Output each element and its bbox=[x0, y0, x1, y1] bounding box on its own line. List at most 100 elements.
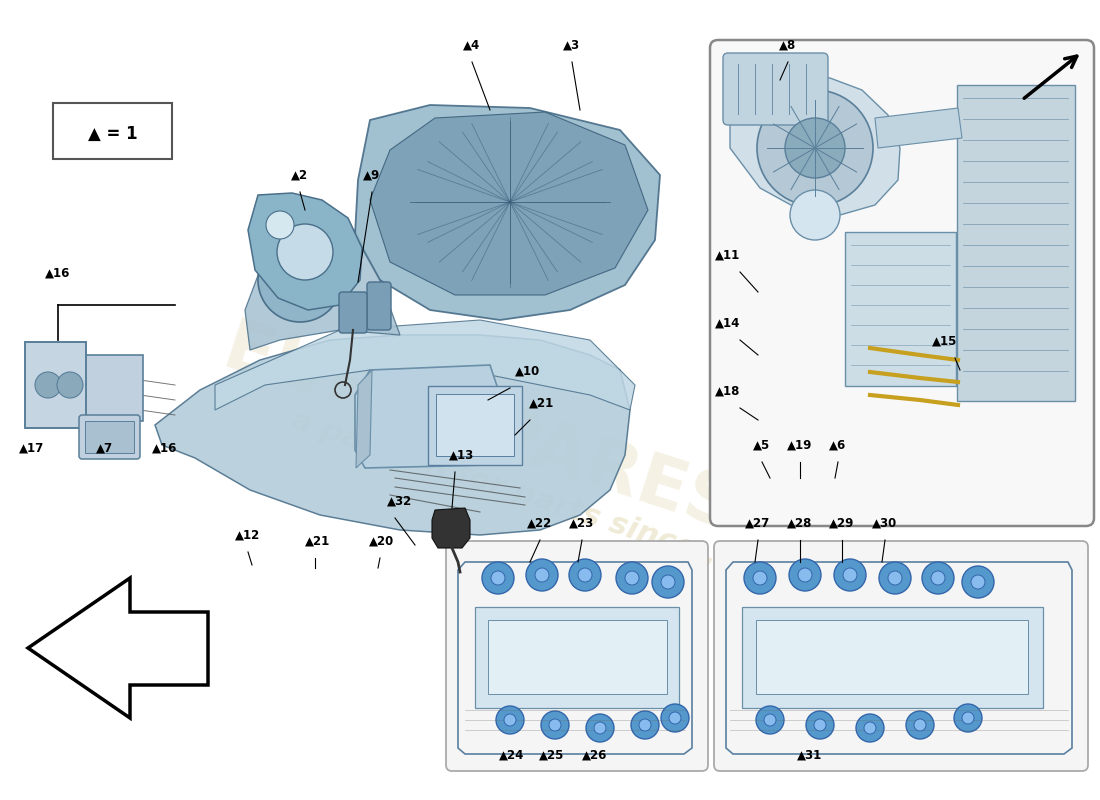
Polygon shape bbox=[28, 578, 208, 718]
Circle shape bbox=[482, 562, 514, 594]
Circle shape bbox=[119, 439, 131, 451]
Circle shape bbox=[569, 559, 601, 591]
Text: ▲24: ▲24 bbox=[499, 749, 525, 762]
Circle shape bbox=[277, 224, 333, 280]
Circle shape bbox=[954, 704, 982, 732]
FancyBboxPatch shape bbox=[714, 541, 1088, 771]
Text: EUROSPARES: EUROSPARES bbox=[214, 314, 746, 546]
Text: ▲17: ▲17 bbox=[20, 442, 45, 455]
Text: ▲20: ▲20 bbox=[370, 535, 395, 548]
Circle shape bbox=[549, 719, 561, 731]
Circle shape bbox=[266, 211, 294, 239]
Circle shape bbox=[914, 719, 926, 731]
FancyBboxPatch shape bbox=[53, 103, 172, 159]
Circle shape bbox=[764, 714, 776, 726]
FancyBboxPatch shape bbox=[488, 620, 667, 694]
Text: ▲3: ▲3 bbox=[563, 39, 581, 52]
Text: ▲2: ▲2 bbox=[292, 169, 309, 182]
Circle shape bbox=[578, 568, 592, 582]
Circle shape bbox=[843, 568, 857, 582]
Text: ▲9: ▲9 bbox=[363, 169, 381, 182]
Circle shape bbox=[616, 562, 648, 594]
Polygon shape bbox=[245, 230, 400, 350]
Circle shape bbox=[744, 562, 775, 594]
FancyBboxPatch shape bbox=[428, 386, 522, 465]
Text: ▲18: ▲18 bbox=[715, 385, 740, 398]
Circle shape bbox=[785, 118, 845, 178]
Text: ▲25: ▲25 bbox=[539, 749, 564, 762]
Text: ▲32: ▲32 bbox=[387, 495, 412, 508]
Circle shape bbox=[669, 712, 681, 724]
Circle shape bbox=[971, 575, 984, 589]
Polygon shape bbox=[214, 320, 635, 410]
Circle shape bbox=[504, 714, 516, 726]
Circle shape bbox=[931, 571, 945, 585]
Circle shape bbox=[661, 704, 689, 732]
Circle shape bbox=[586, 714, 614, 742]
Circle shape bbox=[594, 722, 606, 734]
Text: ▲15: ▲15 bbox=[933, 335, 958, 348]
Circle shape bbox=[496, 706, 524, 734]
FancyBboxPatch shape bbox=[845, 232, 956, 386]
Text: ▲13: ▲13 bbox=[450, 449, 474, 462]
Text: ▲21: ▲21 bbox=[306, 535, 331, 548]
Polygon shape bbox=[730, 75, 900, 215]
Text: ▲27: ▲27 bbox=[746, 517, 771, 530]
Text: ▲30: ▲30 bbox=[872, 517, 898, 530]
FancyBboxPatch shape bbox=[79, 415, 140, 459]
Polygon shape bbox=[355, 365, 500, 468]
Circle shape bbox=[922, 562, 954, 594]
Text: ▲31: ▲31 bbox=[798, 749, 823, 762]
Circle shape bbox=[856, 714, 884, 742]
Text: ▲28: ▲28 bbox=[788, 517, 813, 530]
Circle shape bbox=[789, 559, 821, 591]
Circle shape bbox=[962, 712, 974, 724]
Circle shape bbox=[625, 571, 639, 585]
Text: ▲5: ▲5 bbox=[754, 439, 771, 452]
Text: ▲14: ▲14 bbox=[715, 317, 740, 330]
FancyBboxPatch shape bbox=[710, 40, 1094, 526]
Circle shape bbox=[57, 372, 82, 398]
Polygon shape bbox=[874, 108, 962, 148]
Circle shape bbox=[86, 422, 98, 434]
Circle shape bbox=[535, 568, 549, 582]
Text: ▲16: ▲16 bbox=[152, 442, 178, 455]
Circle shape bbox=[639, 719, 651, 731]
Circle shape bbox=[906, 711, 934, 739]
Circle shape bbox=[879, 562, 911, 594]
FancyBboxPatch shape bbox=[742, 607, 1043, 708]
Text: ▲4: ▲4 bbox=[463, 39, 481, 52]
Circle shape bbox=[35, 372, 60, 398]
Text: ▲ = 1: ▲ = 1 bbox=[88, 125, 138, 143]
Circle shape bbox=[962, 566, 994, 598]
FancyBboxPatch shape bbox=[339, 292, 367, 333]
Polygon shape bbox=[355, 105, 660, 320]
Circle shape bbox=[104, 432, 116, 444]
Circle shape bbox=[631, 711, 659, 739]
Circle shape bbox=[798, 568, 812, 582]
Text: ▲23: ▲23 bbox=[570, 517, 595, 530]
Text: ▲7: ▲7 bbox=[97, 442, 113, 455]
Text: ▲26: ▲26 bbox=[582, 749, 607, 762]
Circle shape bbox=[258, 238, 342, 322]
FancyBboxPatch shape bbox=[475, 607, 679, 708]
Text: ▲11: ▲11 bbox=[715, 249, 740, 262]
Circle shape bbox=[814, 719, 826, 731]
Circle shape bbox=[806, 711, 834, 739]
Text: ▲6: ▲6 bbox=[829, 439, 847, 452]
FancyBboxPatch shape bbox=[367, 282, 390, 330]
Circle shape bbox=[541, 711, 569, 739]
Circle shape bbox=[754, 571, 767, 585]
Circle shape bbox=[526, 559, 558, 591]
Polygon shape bbox=[155, 335, 630, 535]
Circle shape bbox=[278, 258, 322, 302]
Circle shape bbox=[790, 190, 840, 240]
FancyBboxPatch shape bbox=[723, 53, 828, 125]
Circle shape bbox=[834, 559, 866, 591]
Text: ▲29: ▲29 bbox=[829, 517, 855, 530]
Circle shape bbox=[757, 90, 873, 206]
Circle shape bbox=[491, 571, 505, 585]
Text: ▲21: ▲21 bbox=[529, 397, 554, 410]
Text: ▲16: ▲16 bbox=[45, 267, 70, 280]
Text: a passion for parts since...: a passion for parts since... bbox=[287, 406, 733, 574]
